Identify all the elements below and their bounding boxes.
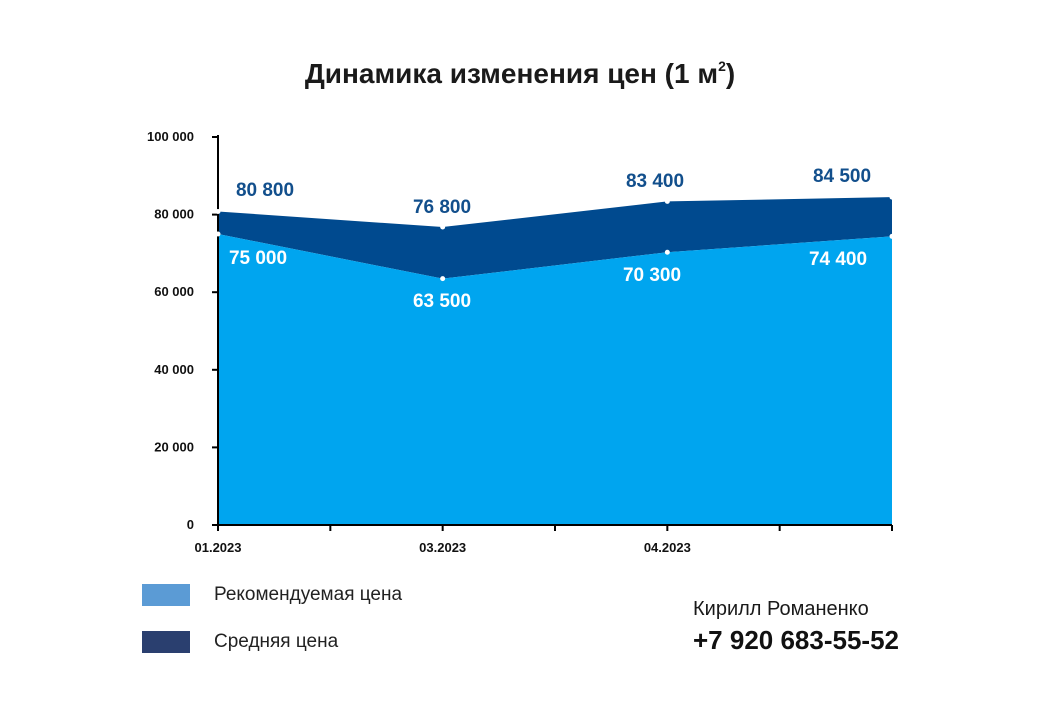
y-tick-label: 40 000 — [154, 362, 194, 377]
chart-title: Динамика изменения цен (1 м2) — [304, 58, 736, 89]
y-tick-label: 0 — [187, 517, 194, 532]
x-tick-label: 03.2023 — [419, 540, 466, 555]
data-point-average — [440, 224, 446, 230]
legend-swatch-average — [142, 631, 190, 653]
series-average-area — [218, 197, 892, 279]
data-point-recommended — [664, 249, 670, 255]
y-tick-label: 100 000 — [147, 129, 194, 144]
data-label-recommended: 70 300 — [623, 265, 681, 286]
data-label-recommended: 75 000 — [229, 248, 287, 269]
data-point-average — [889, 194, 895, 200]
data-point-recommended — [440, 276, 446, 282]
data-label-recommended: 63 500 — [413, 291, 471, 312]
y-tick-label: 60 000 — [154, 284, 194, 299]
series-recommended-area — [218, 234, 892, 525]
legend-label-average: Средняя цена — [214, 631, 339, 652]
data-point-recommended — [889, 233, 895, 239]
legend-label-recommended: Рекомендуемая цена — [214, 584, 403, 605]
x-tick-label: 01.2023 — [195, 540, 242, 555]
contact-phone: +7 920 683-55-52 — [693, 625, 900, 655]
data-label-average: 83 400 — [626, 171, 684, 192]
legend-swatch-recommended — [142, 584, 190, 606]
data-label-average: 76 800 — [413, 197, 471, 218]
x-tick-label: 04.2023 — [644, 540, 691, 555]
data-point-average — [215, 208, 221, 214]
y-tick-label: 20 000 — [154, 439, 194, 454]
data-label-recommended: 74 400 — [809, 249, 867, 270]
data-point-recommended — [215, 231, 221, 237]
data-label-average: 84 500 — [813, 166, 871, 187]
data-label-average: 80 800 — [236, 180, 294, 201]
y-tick-label: 80 000 — [154, 207, 194, 222]
contact-name: Кирилл Романенко — [693, 598, 869, 620]
data-point-average — [664, 198, 670, 204]
